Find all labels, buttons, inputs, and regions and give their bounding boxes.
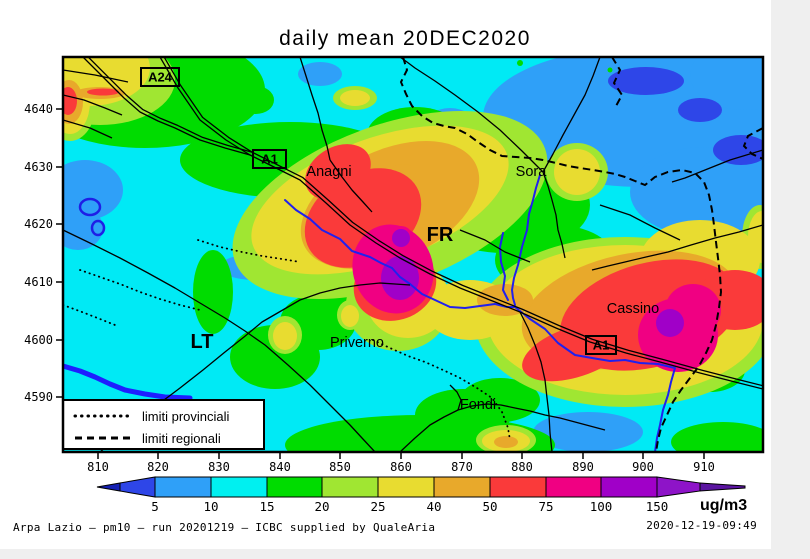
x-tick-label: 810 (87, 460, 109, 474)
y-axis-labels: 4640 4630 4620 4610 4600 4590 (24, 102, 53, 404)
colorbar-tick: 150 (646, 499, 669, 514)
place-label-anagni: Anagni (306, 164, 351, 180)
y-tick-label: 4590 (24, 390, 53, 404)
highway-badge-a1-south: A1 (585, 335, 617, 355)
legend-label-provinciali: limiti provinciali (142, 409, 230, 424)
road (63, 69, 129, 83)
road (329, 159, 373, 213)
river-liri (511, 174, 541, 306)
colorbar-segment-15-20 (266, 476, 323, 498)
highway-badge-a1-north: A1 (252, 149, 287, 169)
x-axis (97, 452, 705, 459)
roads (63, 57, 763, 452)
x-tick-label: 840 (269, 460, 291, 474)
road (542, 171, 566, 259)
road (591, 224, 763, 271)
colorbar-tick: 100 (590, 499, 613, 514)
place-label-priverno: Priverno (330, 335, 384, 351)
y-tick-label: 4640 (24, 102, 53, 116)
regional-boundaries (399, 57, 763, 452)
road (542, 57, 601, 173)
river-branch (499, 232, 509, 301)
colorbar-tick: 50 (482, 499, 497, 514)
colorbar-segment-100-150 (600, 476, 658, 498)
colorbar-tick: 10 (203, 499, 218, 514)
province-label-lt: LT (191, 331, 214, 353)
highway-a1 (159, 57, 763, 390)
coastal-river (63, 363, 193, 401)
x-tick-label: 900 (632, 460, 654, 474)
x-tick-label: 850 (329, 460, 351, 474)
colorbar-segment-75-100 (545, 476, 602, 498)
road (519, 311, 553, 452)
x-tick-label: 870 (451, 460, 473, 474)
y-tick-label: 4630 (24, 160, 53, 174)
x-axis-labels: 810 820 830 840 850 860 870 880 890 900 … (87, 460, 715, 474)
road (299, 57, 331, 161)
x-tick-label: 830 (208, 460, 230, 474)
y-tick-label: 4600 (24, 333, 53, 347)
y-tick-label: 4610 (24, 275, 53, 289)
x-tick-label: 880 (511, 460, 533, 474)
colorbar-segment-25-40 (377, 476, 435, 498)
colorbar-segment-20-25 (321, 476, 379, 498)
plot-title: daily mean 20DEC2020 (279, 27, 531, 50)
x-tick-label: 890 (572, 460, 594, 474)
map-frame (61, 55, 765, 454)
field-purple (381, 229, 684, 337)
badge-label: A24 (148, 70, 173, 85)
x-tick-label: 910 (693, 460, 715, 474)
boundary-legend: limiti provinciali limiti regionali (62, 399, 265, 450)
colorbar-tick: 15 (259, 499, 274, 514)
road (63, 119, 113, 139)
colorbar-tick: 75 (538, 499, 553, 514)
badge-label: A1 (261, 152, 278, 167)
y-axis (56, 108, 63, 398)
road (63, 229, 376, 452)
x-tick-label: 820 (147, 460, 169, 474)
road (671, 149, 763, 183)
y-tick-label: 4620 (24, 217, 53, 231)
colorbar-labels: 5 10 15 20 25 40 50 75 100 150 ug/m3 (151, 497, 747, 514)
lakes (78, 197, 106, 237)
colorbar-tick: 5 (151, 499, 159, 514)
place-label-sora: Sora (516, 164, 548, 180)
colorbar-segment-50-75 (489, 476, 547, 498)
footer-source-text: Arpa Lazio — pm10 — run 20201219 — ICBC … (13, 521, 435, 534)
legend-label-regionali: limiti regionali (142, 431, 221, 446)
road (449, 384, 462, 411)
place-label-fondi: Fondi (460, 397, 496, 413)
footer-timestamp: 2020-12-19-09:49 (646, 519, 757, 532)
place-labels: Anagni Sora Priverno Fondi Cassino FR LT (191, 164, 660, 413)
provincial-boundaries (63, 239, 511, 441)
field-blue-lt5 (608, 67, 763, 165)
colorbar-segment-40-50 (433, 476, 491, 498)
badge-label: A1 (593, 338, 610, 353)
province-label-fr: FR (427, 224, 454, 246)
road (399, 57, 544, 173)
highway-badge-a24: A24 (140, 67, 180, 87)
place-label-cassino: Cassino (607, 301, 659, 317)
colorbar (96, 476, 746, 498)
road (63, 94, 123, 116)
road (599, 204, 681, 241)
colorbar-tick: 25 (370, 499, 385, 514)
colorbar-tick: 40 (426, 499, 441, 514)
road (459, 229, 531, 263)
x-tick-label: 860 (390, 460, 412, 474)
colorbar-tick: 20 (314, 499, 329, 514)
colorbar-segment-10-15 (210, 476, 268, 498)
colorbar-right-tail (699, 482, 746, 492)
colorbar-segment-5-10 (154, 476, 212, 498)
road (399, 403, 606, 452)
colorbar-units: ug/m3 (700, 497, 747, 514)
map-canvas: A24 A1 A1 Anagni Sora Priverno Fondi Cas… (63, 57, 763, 452)
